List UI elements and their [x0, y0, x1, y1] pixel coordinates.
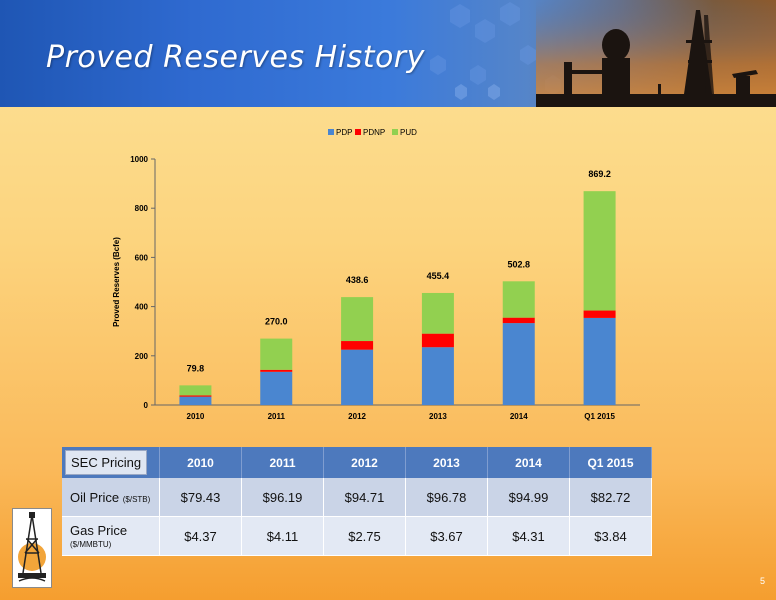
pricing-header-row: SEC Pricing 2010 2011 2012 2013 2014 Q1 …: [62, 447, 652, 478]
bar-pdnp-2013: [421, 333, 454, 348]
bar-pud-q1-2015: [583, 191, 616, 311]
bar-pdp-2014: [502, 323, 535, 405]
oil-price-value: $82.72: [569, 478, 652, 517]
bar-total-label: 438.6: [346, 275, 369, 285]
y-tick-label: 200: [135, 352, 149, 361]
x-tick-label: 2013: [429, 412, 447, 421]
y-tick-label: 0: [144, 401, 149, 410]
chart-legend: PDP PDNP PUD: [328, 128, 417, 137]
oil-price-value: $79.43: [159, 478, 242, 517]
oil-price-unit: ($/STB): [122, 494, 151, 504]
oil-rig-silhouette-icon: [536, 0, 776, 107]
x-axis-tick-labels: 2010 2011 2012 2013 2014 Q1 2015: [187, 412, 616, 421]
oil-price-value: $94.99: [487, 478, 570, 517]
oil-price-value: $96.78: [405, 478, 488, 517]
bar-total-label: 270.0: [265, 317, 288, 327]
gas-price-value: $4.11: [241, 516, 324, 556]
bar-pud-2011: [260, 338, 293, 370]
column-header: Q1 2015: [569, 447, 652, 478]
gas-price-value: $3.67: [405, 516, 488, 556]
bar-total-labels: 79.8 270.0 438.6 455.4 502.8 869.2: [187, 169, 611, 373]
y-tick-label: 400: [135, 303, 149, 312]
derrick-logo-icon: [18, 512, 46, 582]
company-logo: [12, 508, 52, 588]
sec-pricing-header-cell: SEC Pricing: [62, 447, 160, 478]
column-header: 2012: [323, 447, 406, 478]
sec-pricing-label: SEC Pricing: [65, 450, 148, 475]
gas-price-value: $4.37: [159, 516, 242, 556]
column-header: 2013: [405, 447, 488, 478]
gas-price-value: $3.84: [569, 516, 652, 556]
bar-pdnp-2012: [341, 341, 374, 350]
gas-price-value: $2.75: [323, 516, 406, 556]
column-header: 2010: [159, 447, 242, 478]
bar-pdp-2010: [179, 396, 212, 405]
bar-pud-2012: [341, 297, 374, 342]
legend-label-pdnp: PDNP: [363, 128, 385, 137]
x-tick-label: 2011: [268, 412, 286, 421]
bar-pdnp-2011: [260, 369, 293, 372]
x-tick-label: 2010: [187, 412, 205, 421]
sec-pricing-table: SEC Pricing 2010 2011 2012 2013 2014 Q1 …: [62, 447, 652, 556]
y-axis-label: Proved Reserves (Bcfe): [112, 237, 121, 327]
column-header: 2011: [241, 447, 324, 478]
x-tick-label: Q1 2015: [584, 412, 615, 421]
y-tick-label: 600: [135, 253, 149, 262]
legend-swatch-pdp: [328, 129, 334, 135]
bar-pud-2014: [502, 281, 535, 318]
gas-price-unit: ($/MMBTU): [70, 540, 112, 549]
title-banner: Proved Reserves History: [0, 0, 776, 107]
oil-price-row: Oil Price ($/STB) $79.43 $96.19 $94.71 $…: [62, 478, 652, 517]
x-tick-label: 2014: [510, 412, 528, 421]
bar-pdp-2011: [260, 371, 293, 405]
oil-price-label-cell: Oil Price ($/STB): [62, 478, 160, 517]
y-tick-label: 800: [135, 204, 149, 213]
page-number: 5: [760, 576, 766, 586]
x-tick-label: 2012: [348, 412, 366, 421]
gas-price-label-cell: Gas Price ($/MMBTU): [62, 516, 160, 556]
legend-swatch-pud: [392, 129, 398, 135]
bar-pdp-2012: [341, 349, 374, 405]
bar-pdp-q1-2015: [583, 317, 616, 405]
column-header: 2014: [487, 447, 570, 478]
y-tick-label: 1000: [130, 155, 148, 164]
oil-price-value: $96.19: [241, 478, 324, 517]
slide-title: Proved Reserves History: [46, 40, 425, 75]
bar-total-label: 455.4: [427, 271, 450, 281]
bar-pud-2010: [179, 385, 212, 396]
reserves-chart: PDP PDNP PUD Proved Reserves (Bcfe) 0 200…: [112, 128, 640, 421]
y-axis-ticks: 0 200 400 600 800 1000: [130, 155, 155, 410]
oil-price-label: Oil Price: [70, 489, 120, 505]
bar-pdnp-2010: [179, 395, 212, 397]
bar-total-label: 869.2: [588, 169, 611, 179]
bar-total-label: 79.8: [187, 363, 205, 373]
bar-pdnp-2014: [502, 317, 535, 324]
bar-pdnp-q1-2015: [583, 310, 616, 318]
bars: [179, 191, 616, 405]
bar-pud-2013: [421, 292, 454, 334]
bar-pdp-2013: [421, 347, 454, 405]
gas-price-row: Gas Price ($/MMBTU) $4.37 $4.11 $2.75 $3…: [62, 516, 652, 556]
oil-price-value: $94.71: [323, 478, 406, 517]
gas-price-value: $4.31: [487, 516, 570, 556]
legend-label-pdp: PDP: [336, 128, 352, 137]
bar-total-label: 502.8: [507, 259, 530, 269]
gas-price-label: Gas Price: [70, 523, 128, 538]
legend-swatch-pdnp: [355, 129, 361, 135]
legend-label-pud: PUD: [400, 128, 417, 137]
